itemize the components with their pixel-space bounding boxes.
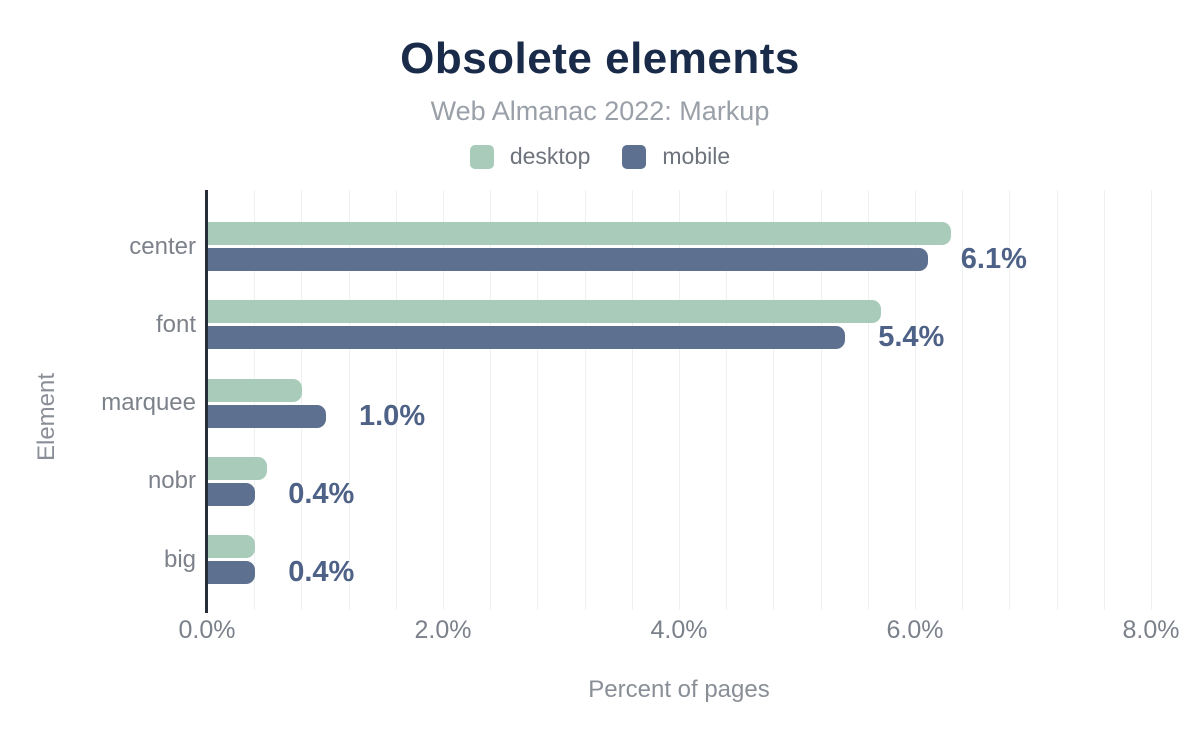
gridline	[395, 190, 397, 610]
desktop-swatch-icon	[469, 144, 494, 169]
x-tick-label-0.0%: 0.0%	[178, 616, 236, 644]
category-label-nobr: nobr	[147, 467, 196, 495]
category-label-big: big	[163, 545, 196, 573]
category-label-marquee: marquee	[101, 389, 196, 417]
gridline	[490, 190, 492, 610]
category-label-center: center	[129, 232, 196, 260]
gridline	[679, 190, 680, 610]
legend-label-desktop: desktop	[509, 143, 591, 169]
bar-desktop-font	[208, 300, 881, 324]
x-axis-title: Percent of pages	[588, 676, 770, 703]
value-label-big: 0.4%	[288, 556, 355, 589]
legend-item-desktop: desktop	[469, 143, 591, 170]
gridline	[1056, 190, 1058, 610]
gridline	[348, 190, 350, 610]
mobile-swatch-icon	[622, 144, 647, 169]
bar-mobile-big	[208, 561, 256, 585]
gridline	[820, 190, 822, 610]
gridline	[443, 190, 444, 610]
legend-item-mobile: mobile	[622, 143, 730, 170]
gridline	[962, 190, 964, 610]
gridline	[773, 190, 775, 610]
gridline	[584, 190, 586, 610]
bar-mobile-center	[208, 248, 928, 271]
value-label-font: 5.4%	[878, 321, 945, 354]
x-tick-label-6.0%: 6.0%	[886, 616, 944, 644]
gridline	[301, 190, 303, 610]
category-label-font: font	[155, 310, 196, 338]
gridline	[1103, 190, 1105, 610]
gridline	[726, 190, 728, 610]
legend-label-mobile: mobile	[662, 143, 731, 169]
gridline	[631, 190, 633, 610]
value-label-nobr: 0.4%	[288, 477, 355, 510]
value-label-center: 6.1%	[960, 243, 1027, 275]
bar-desktop-nobr	[208, 456, 267, 480]
x-tick-label-4.0%: 4.0%	[650, 616, 708, 644]
x-tick-label-2.0%: 2.0%	[414, 616, 472, 644]
gridline	[537, 190, 539, 610]
plot-area: center font marquee nobr big 6.1% 5.4% 1.0% 0.4…	[101, 190, 1179, 703]
gridline	[1151, 190, 1152, 610]
gridline	[915, 190, 916, 610]
x-tick-label-8.0%: 8.0%	[1122, 616, 1180, 644]
bar-mobile-font	[208, 326, 846, 350]
y-axis-title: Element	[33, 372, 60, 462]
bar-desktop-big	[208, 535, 256, 559]
gridline	[1009, 190, 1011, 610]
gridline	[867, 190, 869, 610]
bar-desktop-marquee	[208, 378, 303, 402]
chart-subtitle: Web Almanac 2022: Markup	[430, 96, 770, 126]
legend: desktop mobile	[0, 143, 1200, 170]
bar-desktop-center	[208, 222, 952, 245]
value-label-marquee: 1.0%	[359, 399, 426, 432]
bar-mobile-marquee	[208, 404, 326, 428]
chart-title: Obsolete elements	[400, 34, 800, 83]
y-axis-line	[205, 190, 208, 613]
bar-mobile-nobr	[208, 482, 256, 506]
